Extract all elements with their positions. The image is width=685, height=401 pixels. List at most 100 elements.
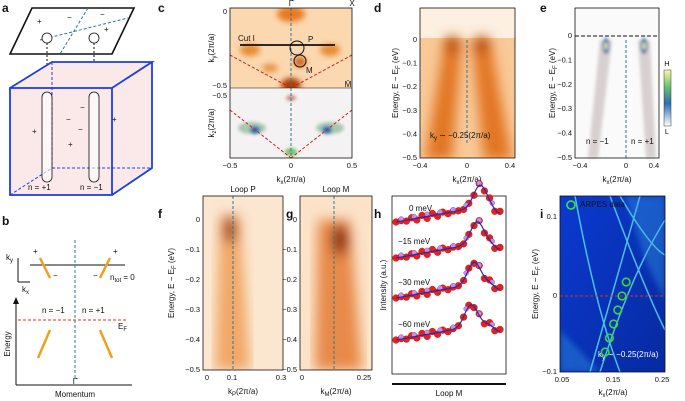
panel-letter: d [374, 1, 381, 15]
tick-label: 0 [568, 31, 572, 40]
band [98, 329, 114, 359]
panel-a: a + − − + + − + − + − n = +1 n = −1 [2, 1, 156, 196]
point-label: X̄ [349, 0, 355, 8]
intensity-map [420, 8, 515, 38]
loop-label: M [306, 66, 313, 75]
fit-curve [395, 184, 501, 223]
colorbar [663, 69, 672, 127]
tick-label: 0 [196, 215, 200, 224]
axis-label: Intensity (a.u.) [379, 259, 388, 310]
curve-label: 0 meV [409, 204, 433, 213]
panel-title: Loop P [230, 185, 255, 194]
sign: − [66, 115, 71, 124]
tick-label: −0.2 [557, 80, 572, 89]
label: n = −1 [586, 137, 609, 146]
frame [299, 195, 373, 371]
cube-edge [111, 62, 153, 196]
axis-label: kx(2π/a) [599, 388, 628, 398]
axis-label: Momentum [55, 390, 95, 399]
sign: + [37, 17, 42, 26]
tick-label: −0.3 [282, 305, 297, 314]
data-point [496, 283, 504, 292]
band [36, 329, 52, 359]
panel-letter: c [158, 1, 165, 15]
tick-label: −0.4 [413, 161, 428, 170]
yticks: 0 −0.1 −0.2 −0.3 −0.4 −0.5 [557, 31, 572, 162]
panel-f: f Loop P Energy, E − EF (eV) 0 −0.1 −0.2… [158, 185, 286, 397]
axis-label: ky [6, 253, 13, 263]
legend-marker [566, 200, 576, 210]
cube-edge-hidden [9, 167, 152, 196]
label: n = −1 [80, 183, 103, 192]
tick-label: −0.3 [185, 305, 200, 314]
tick-label: −0.5 [402, 153, 417, 162]
arpes-point [608, 319, 619, 329]
dashed-line [59, 7, 89, 55]
label: n = +1 [28, 183, 51, 192]
tick-label: 0.4 [649, 161, 659, 170]
tick-label: −0.4 [185, 335, 200, 344]
point-label: M̄ [345, 80, 352, 89]
tick-label: −0.4 [282, 335, 297, 344]
panel-c: c Γ̄ X̄ M̄ Cut I P M ky(2π/a) kz(2π/a) 0… [158, 0, 357, 186]
tick-label: 0.4 [505, 161, 515, 170]
cut-label: Cut I [238, 34, 255, 43]
panel-h: h Intensity (a.u.) Loop M 0 meV −15 meV … [374, 179, 507, 398]
sign: − [93, 271, 98, 280]
node [88, 32, 100, 44]
label: ntot = 0 [110, 273, 135, 283]
dashed-line [290, 54, 352, 89]
arpes-point [621, 277, 631, 287]
panel-e: e H L Energy, E − EF (eV) 0 −0.1 −0.2 −0… [540, 1, 672, 186]
panel-title: Loop M [323, 185, 350, 194]
axis-label: Loop M [436, 389, 463, 398]
panel-d: d Energy, E − EF (eV) 0 −0.1 −0.2 −0.3 −… [374, 1, 516, 186]
panel-letter: a [2, 1, 9, 15]
tube [88, 91, 100, 183]
arpes-point [617, 291, 627, 301]
tick-label: −0.2 [185, 275, 200, 284]
tick-label: −0.4 [557, 129, 572, 138]
tick-label: 0 [300, 373, 304, 382]
frame [202, 195, 284, 371]
sign: − [67, 13, 72, 22]
sign: + [113, 247, 118, 256]
axis-label: Energy, E − EF (eV) [391, 48, 401, 118]
label: n = +1 [82, 306, 105, 315]
legend-label: ARPES data [580, 200, 625, 209]
axis-label: ky(2π/a) [207, 33, 217, 62]
tick-label: 0.1 [227, 373, 237, 382]
tick-label: −0.4 [402, 129, 417, 138]
fit-curve [395, 220, 501, 259]
axis-label: kx(2π/a) [453, 175, 482, 185]
sign: − [78, 125, 83, 134]
arpes-point [604, 333, 615, 343]
tube [41, 91, 53, 183]
dashed-line [230, 109, 292, 158]
tick-label: 0.3 [276, 373, 286, 382]
tick-label: 0 [223, 7, 227, 16]
sign: + [68, 140, 73, 149]
dashed-line [39, 17, 129, 41]
intensity-features [588, 38, 656, 158]
yticks: 0 −0.1 −0.2 −0.3 −0.4 −0.5 [282, 215, 297, 374]
tick-label: −0.3 [557, 104, 572, 113]
sign: + [112, 115, 117, 124]
cube-edge [9, 87, 113, 196]
panel-letter: i [540, 207, 543, 221]
axis-label: Energy [3, 331, 12, 356]
tick-label: 0.1 [547, 212, 557, 221]
cube-edge [9, 61, 156, 89]
frame [559, 195, 666, 373]
dashed-line [230, 54, 292, 89]
fit-curve [395, 303, 501, 341]
yticks: 0 −0.1 −0.2 −0.3 −0.4 −0.5 [185, 215, 200, 374]
segment [98, 257, 112, 279]
tick-label: −0.2 [402, 82, 417, 91]
label: n = −1 [42, 306, 65, 315]
curve-label: −30 meV [398, 278, 431, 287]
panel-g: g Loop M 0 −0.1 −0.2 −0.3 −0.4 −0.5 0 0.… [282, 185, 373, 398]
tick-label: −0.5 [212, 81, 227, 90]
loop-label: P [308, 35, 313, 44]
arrowhead [13, 297, 19, 304]
